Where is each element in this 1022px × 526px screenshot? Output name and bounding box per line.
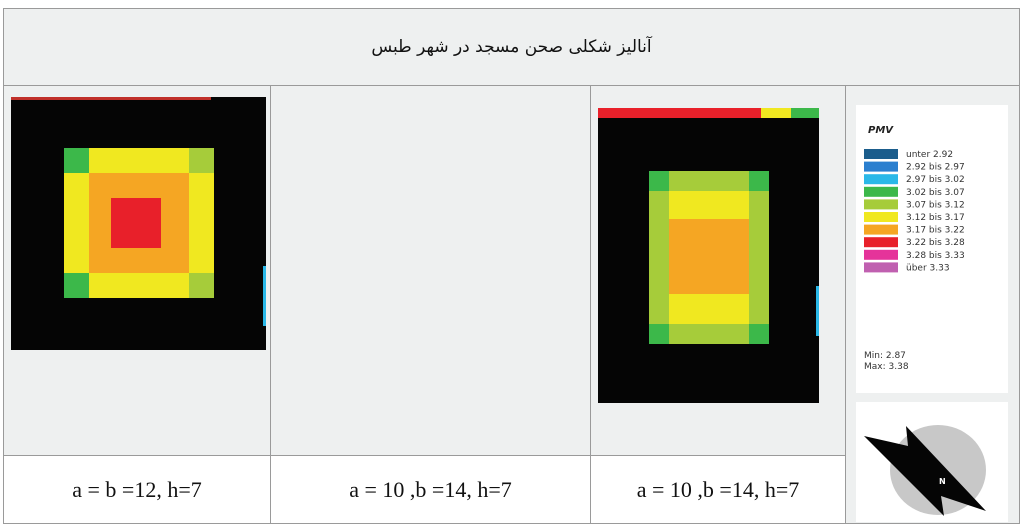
legend-title: PMV [868, 125, 894, 136]
legend-label: 2.92 bis 2.97 [906, 163, 965, 173]
compass: N [856, 402, 1008, 522]
caption: a = 10 ,b =14, h=7 [590, 455, 846, 524]
legend-max: Max: 3.38 [864, 362, 909, 372]
legend-cell: PMV Min: 2.87 Max: 3.38 N unter 2.92 2.92… [845, 85, 1020, 524]
heatmap-2 [598, 108, 819, 403]
image-cell [270, 85, 591, 456]
legend-swatch [864, 212, 898, 222]
caption: a = b =12, h=7 [3, 455, 271, 524]
legend-swatch [864, 262, 898, 273]
legend-swatch [864, 237, 898, 248]
legend-label: 3.12 bis 3.17 [906, 213, 965, 223]
heatmap-1 [11, 97, 266, 350]
legend-swatch [864, 161, 898, 172]
legend-label: 3.17 bis 3.22 [906, 226, 965, 236]
legend-label: über 3.33 [906, 263, 950, 273]
legend-swatch [864, 249, 898, 260]
legend-label: 3.02 bis 3.07 [906, 188, 965, 198]
legend-swatch [864, 174, 898, 185]
header-title: آنالیز شکلی صحن مسجد در شهر طبس [3, 8, 1020, 86]
legend-swatch [864, 199, 898, 210]
legend-label: 3.22 bis 3.28 [906, 238, 965, 248]
legend-label: unter 2.92 [906, 150, 953, 160]
legend-swatch [864, 186, 898, 197]
legend-label: 3.28 bis 3.33 [906, 251, 965, 261]
image-cell [3, 85, 271, 456]
legend-swatch [864, 224, 898, 235]
legend-label: 3.07 bis 3.12 [906, 200, 965, 210]
legend-min: Min: 2.87 [864, 351, 906, 361]
legend-label: 2.97 bis 3.02 [906, 175, 965, 185]
image-cell [590, 85, 846, 456]
compass-label: N [939, 477, 946, 486]
legend-swatch [864, 149, 898, 159]
caption: a = 10 ,b =14, h=7 [270, 455, 591, 524]
legend: PMV Min: 2.87 Max: 3.38 N unter 2.92 2.92… [856, 105, 1008, 522]
